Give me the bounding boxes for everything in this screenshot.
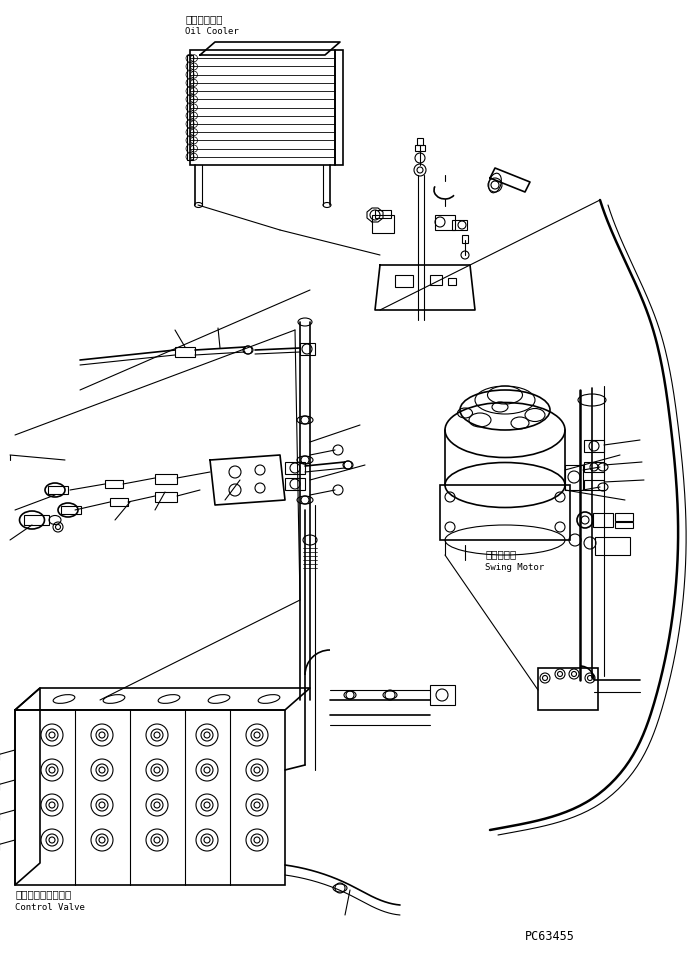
Bar [595, 537, 630, 555]
Text: Swing Motor: Swing Motor [485, 563, 544, 572]
Circle shape [204, 732, 210, 738]
Circle shape [99, 837, 105, 843]
Circle shape [204, 837, 210, 843]
Bar [190, 50, 335, 165]
Bar [452, 220, 467, 230]
Bar [584, 462, 604, 472]
Circle shape [154, 732, 160, 738]
Bar [430, 685, 455, 705]
Bar [435, 215, 455, 230]
Bar [61, 506, 81, 514]
Bar [155, 492, 177, 502]
Circle shape [254, 802, 260, 808]
Circle shape [204, 767, 210, 773]
Bar [538, 668, 598, 710]
Bar [300, 343, 315, 355]
Circle shape [49, 802, 55, 808]
Bar [440, 485, 570, 540]
Text: Control Valve: Control Valve [15, 903, 85, 912]
Bar [175, 347, 195, 357]
Text: オイルクーラ: オイルクーラ [185, 14, 223, 24]
Bar [448, 278, 456, 285]
Circle shape [542, 675, 548, 681]
Bar [430, 275, 442, 285]
Text: PC63455: PC63455 [525, 930, 575, 943]
Circle shape [571, 671, 576, 676]
Circle shape [587, 675, 592, 681]
Circle shape [254, 767, 260, 773]
Bar [395, 275, 413, 287]
Bar [593, 513, 613, 527]
Circle shape [204, 802, 210, 808]
Bar [335, 50, 343, 165]
Circle shape [99, 767, 105, 773]
Circle shape [154, 802, 160, 808]
Circle shape [99, 732, 105, 738]
Bar [584, 480, 604, 490]
Circle shape [99, 802, 105, 808]
Bar [24, 515, 49, 525]
Bar [285, 478, 305, 490]
Text: コントロールバルブ: コントロールバルブ [15, 889, 71, 899]
Circle shape [154, 837, 160, 843]
Bar [48, 486, 68, 494]
Circle shape [254, 732, 260, 738]
Circle shape [154, 767, 160, 773]
Text: Oil Cooler: Oil Cooler [185, 27, 239, 36]
Circle shape [49, 837, 55, 843]
Bar [155, 474, 177, 484]
Bar [565, 465, 583, 490]
Bar [187, 55, 193, 160]
Bar [415, 145, 425, 151]
Bar [15, 710, 285, 885]
Circle shape [557, 671, 562, 676]
Bar [285, 462, 305, 474]
Bar [615, 513, 633, 521]
Bar [105, 480, 123, 488]
Bar [417, 138, 423, 145]
Circle shape [49, 767, 55, 773]
Bar [375, 210, 391, 218]
Circle shape [49, 732, 55, 738]
Bar [615, 522, 633, 528]
Text: 旋回モータ: 旋回モータ [485, 549, 516, 559]
Bar [462, 235, 468, 243]
Circle shape [254, 837, 260, 843]
Bar [110, 498, 128, 506]
Bar [372, 215, 394, 233]
Bar [584, 440, 604, 452]
